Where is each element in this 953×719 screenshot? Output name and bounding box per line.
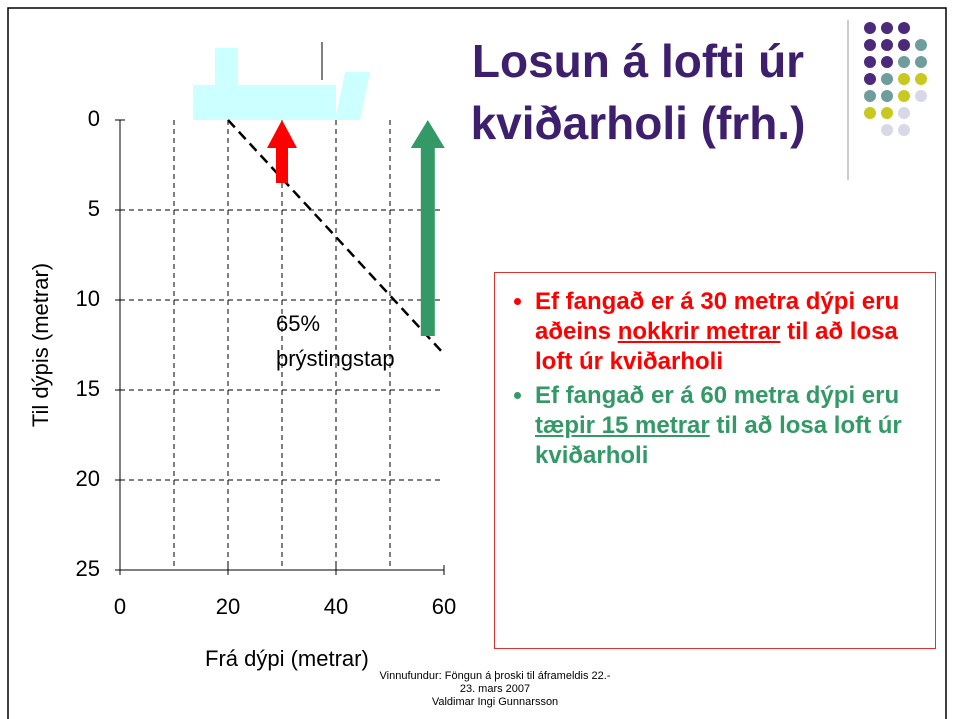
bullet-text: Ef fangað er á 60 metra dýpi eru	[535, 382, 899, 409]
dot	[898, 39, 910, 51]
dot	[881, 56, 893, 68]
dot	[881, 73, 893, 85]
y-tick-label: 5	[88, 196, 100, 221]
footer-line: 23. mars 2007	[330, 683, 660, 696]
bullet-list: Ef fangað er á 30 metra dýpi eru aðeins …	[511, 287, 905, 471]
x-tick-label: 0	[114, 594, 126, 619]
dot	[881, 90, 893, 102]
footer-line: Valdimar Ingi Gunnarsson	[330, 696, 660, 709]
x-tick-label: 20	[216, 594, 240, 619]
ship-tower	[215, 48, 238, 86]
y-axis-label: Til dýpis (metrar)	[28, 263, 53, 427]
dot	[864, 73, 876, 85]
dot	[898, 73, 910, 85]
y-tick-label: 15	[76, 376, 100, 401]
slide: Frá dýpi (metrar) Til dýpis (metrar) 0 5 1…	[0, 0, 953, 719]
dot	[881, 22, 893, 34]
ship-bow	[335, 72, 370, 120]
y-tick-label: 20	[76, 466, 100, 491]
bullet: Ef fangað er á 30 metra dýpi eru aðeins …	[535, 287, 905, 377]
ship-hull	[193, 85, 336, 120]
y-tick-label: 0	[88, 106, 100, 131]
dot	[915, 56, 927, 68]
dot	[881, 39, 893, 51]
dot	[898, 107, 910, 119]
annotation: þrýstingstap	[276, 346, 395, 371]
footer: Vinnufundur: Föngun á þroski til áframel…	[330, 670, 660, 709]
dot	[864, 39, 876, 51]
y-tick-label: 25	[76, 556, 100, 581]
dot	[915, 73, 927, 85]
bullet-box: Ef fangað er á 30 metra dýpi eru aðeins …	[494, 272, 936, 649]
ship	[193, 42, 370, 120]
dot	[881, 124, 893, 136]
dot	[915, 39, 927, 51]
bullet-text: tæpir 15 metrar	[535, 412, 710, 439]
x-tick-label: 60	[432, 594, 456, 619]
decoration	[864, 22, 927, 136]
y-tick-label: 10	[76, 286, 100, 311]
dot	[864, 107, 876, 119]
bullet: Ef fangað er á 60 metra dýpi eru tæpir 1…	[535, 381, 905, 471]
annotation: 65%	[276, 311, 320, 336]
dot	[864, 90, 876, 102]
x-axis-label: Frá dýpi (metrar)	[205, 646, 369, 671]
x-tick-label: 40	[324, 594, 348, 619]
dot	[864, 56, 876, 68]
dot	[898, 22, 910, 34]
dot	[898, 124, 910, 136]
dot	[915, 90, 927, 102]
slide-title: Losun á lofti úr kviðarholi (frh.)	[438, 30, 838, 154]
dot	[864, 22, 876, 34]
bullet-text: nokkrir metrar	[618, 318, 781, 345]
dot	[881, 107, 893, 119]
arrow	[267, 120, 297, 183]
dot	[898, 56, 910, 68]
footer-line: Vinnufundur: Föngun á þroski til áframel…	[330, 670, 660, 683]
dot	[898, 90, 910, 102]
